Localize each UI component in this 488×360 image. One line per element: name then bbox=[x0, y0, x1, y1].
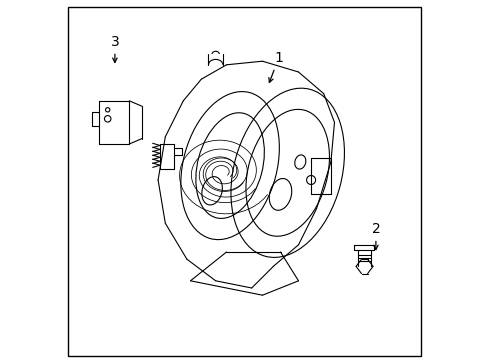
Text: 2: 2 bbox=[371, 222, 380, 249]
Text: 3: 3 bbox=[110, 35, 119, 62]
Text: 1: 1 bbox=[268, 51, 283, 82]
